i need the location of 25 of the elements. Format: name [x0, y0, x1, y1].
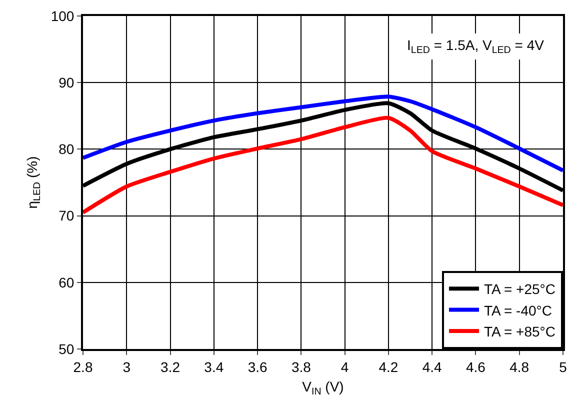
line-series	[83, 116, 563, 214]
x-tick-label: 3.8	[291, 358, 312, 375]
y-tick-label: 50	[58, 340, 74, 357]
x-axis-title: V$_{IN}$ (V)	[302, 378, 344, 398]
y-tick-label: 90	[58, 74, 74, 90]
legend-label: TA = -40°C	[484, 302, 552, 318]
x-tick-label: 3	[122, 358, 131, 375]
x-tick-label: 2.8	[73, 358, 93, 375]
x-tick-label: 4.6	[466, 358, 486, 375]
x-tick-label: 4	[340, 358, 349, 375]
x-tick-label: 3.4	[204, 358, 224, 375]
x-tick-label: 4.4	[422, 358, 442, 375]
x-tick-label: 3.6	[248, 358, 268, 375]
y-tick-label: 100	[50, 8, 74, 24]
y-tick-label: 60	[58, 274, 74, 290]
x-tick-label: 4.2	[378, 358, 398, 375]
y-tick-label: 70	[58, 208, 74, 224]
annotation: I$_{LED}$ = 1.5A, V$_{LED}$ = 4V	[407, 37, 545, 56]
legend-label: TA = +85°C	[484, 323, 556, 340]
line-series	[83, 94, 563, 173]
legend-label: TA = +25°C	[484, 281, 556, 298]
x-tick-label: 3.2	[160, 358, 180, 375]
x-tick-label: 4.8	[510, 358, 530, 375]
y-tick-label: 80	[58, 141, 74, 158]
x-tick-label: 5	[559, 358, 568, 375]
